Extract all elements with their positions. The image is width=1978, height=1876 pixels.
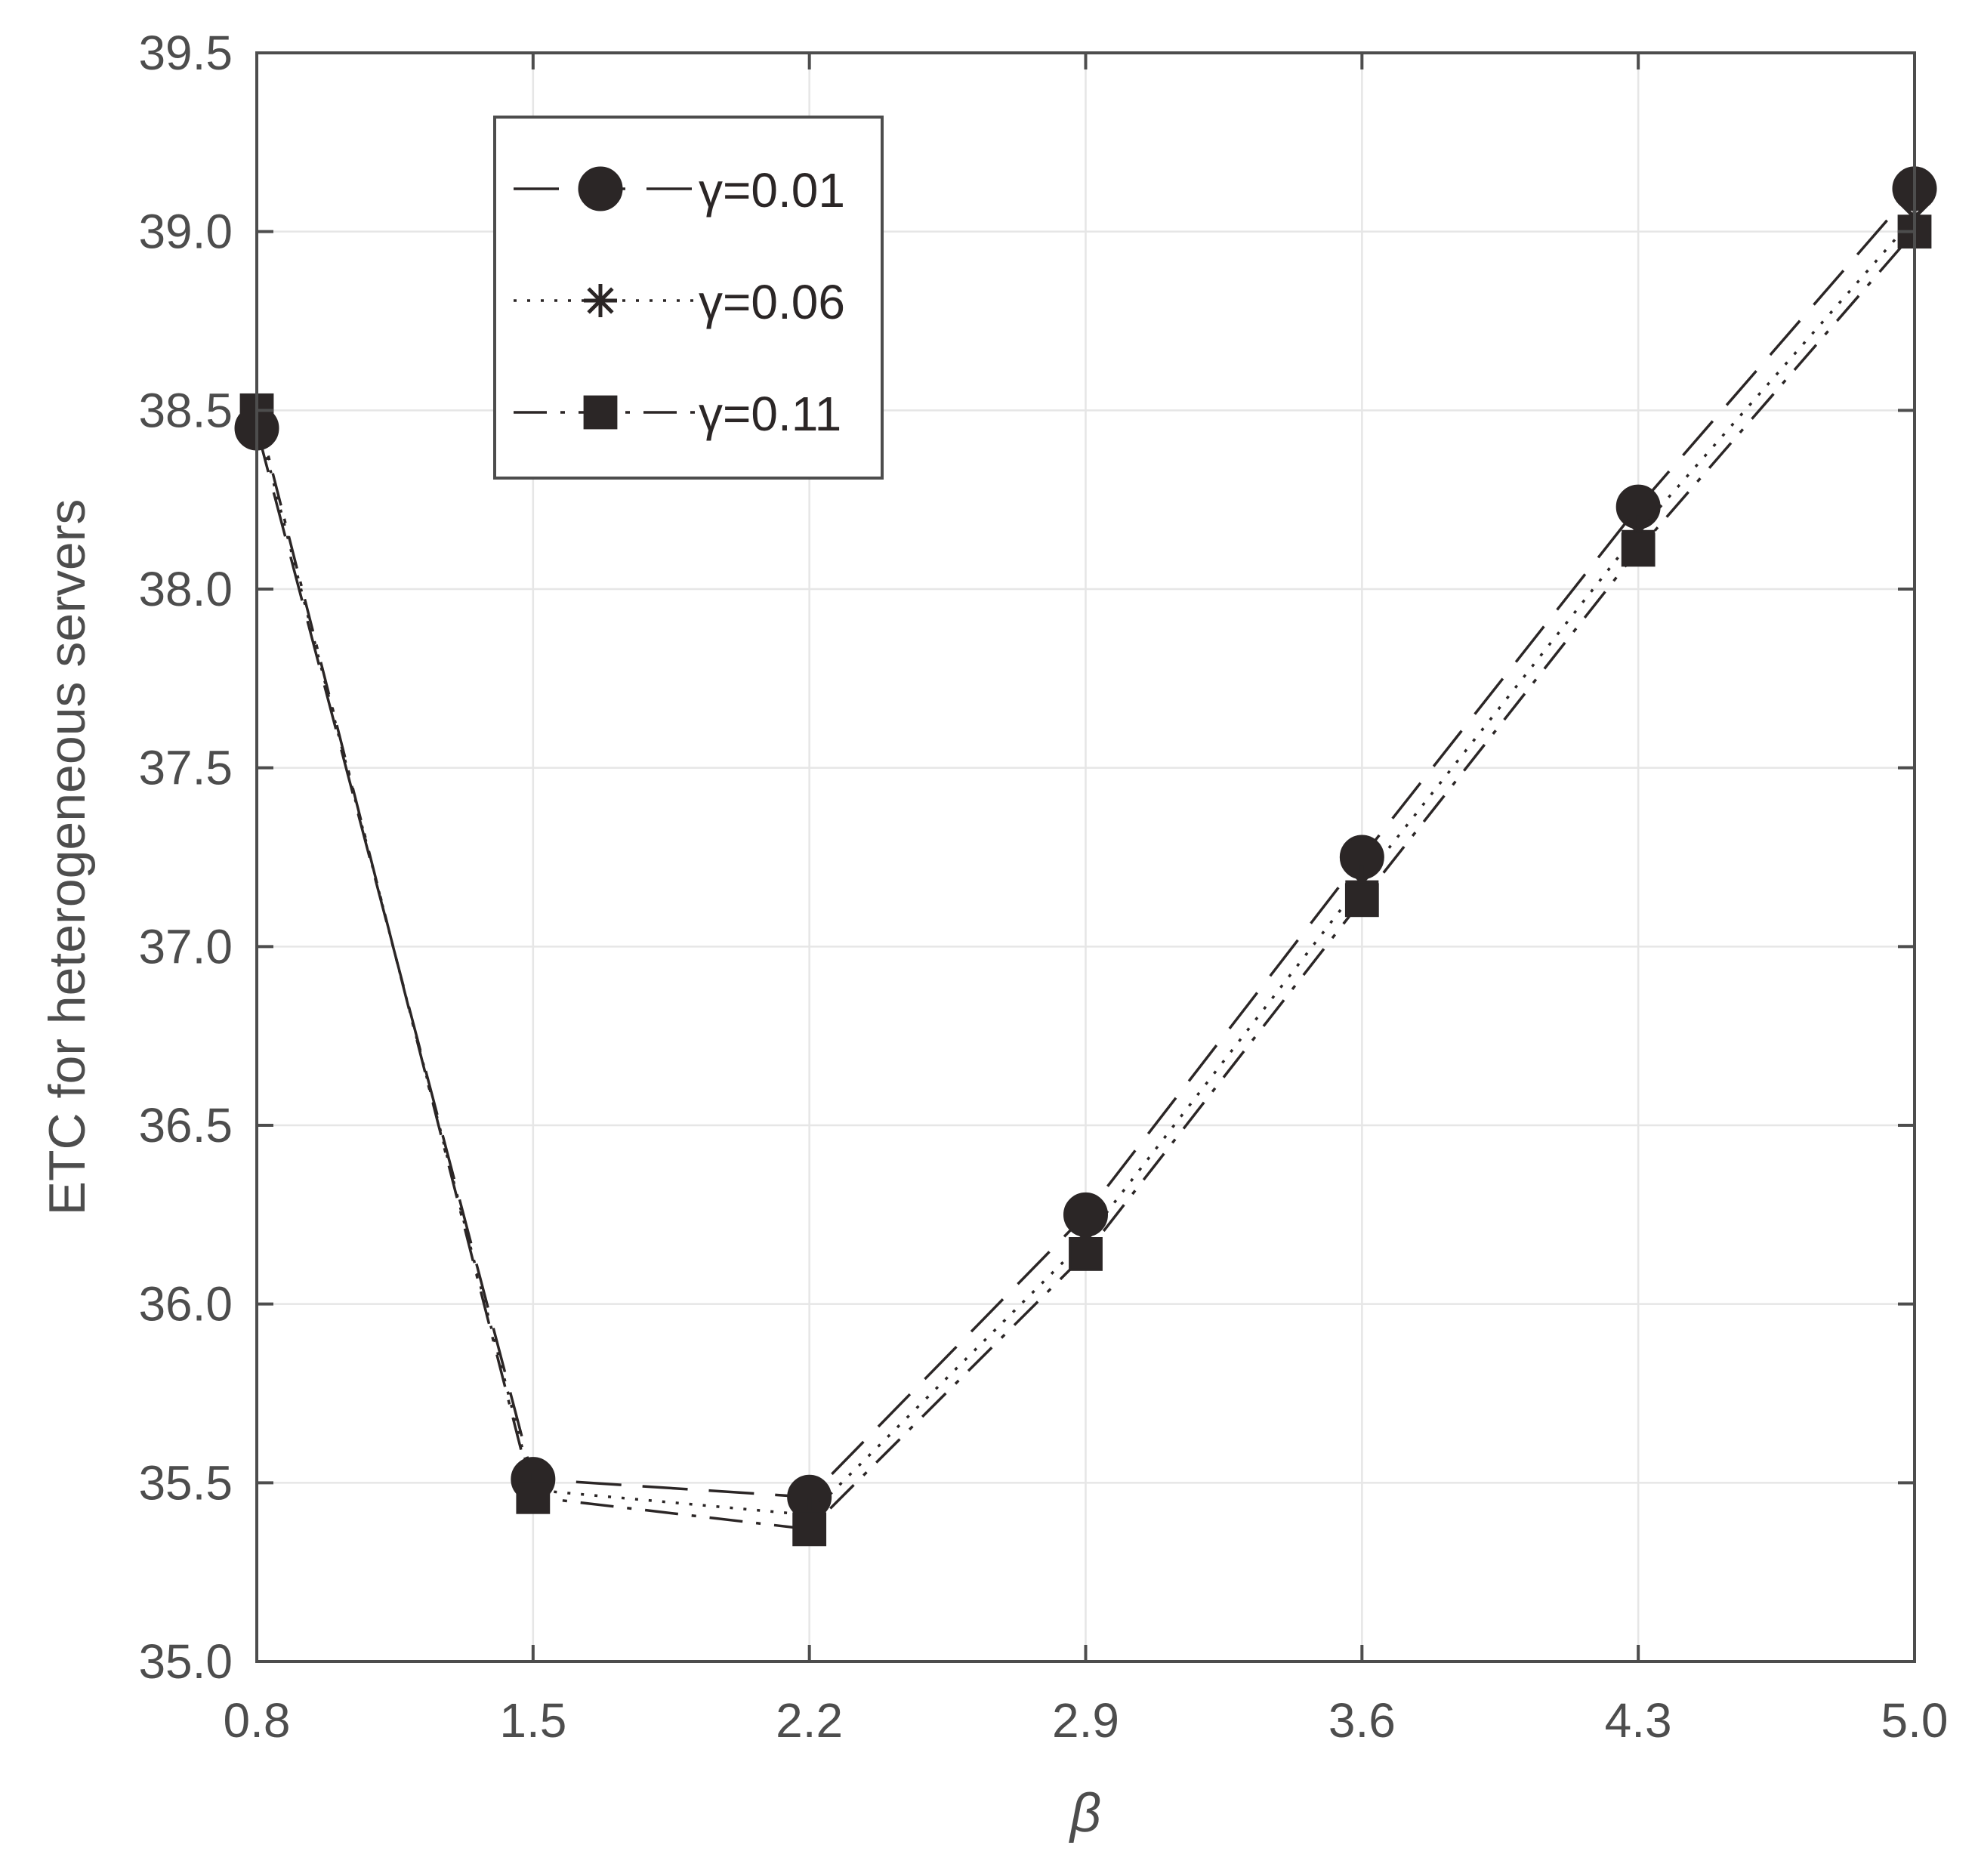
y-tick-label: 35.0 (138, 1634, 233, 1689)
x-tick-label: 4.3 (1605, 1693, 1672, 1748)
legend: γ=0.01 γ=0.06 γ=0.11 (493, 116, 884, 480)
y-tick-label: 39.0 (138, 205, 233, 259)
y-tick-label: 39.5 (138, 26, 233, 80)
legend-marker-circle (578, 166, 623, 211)
series-point-square (516, 1480, 551, 1514)
y-tick-label: 36.5 (138, 1098, 233, 1152)
series-layer (234, 166, 1937, 1547)
y-tick-label: 37.5 (138, 741, 233, 795)
y-axis-label: ETC for heterogeneous servers (39, 499, 96, 1216)
legend-label: γ=0.06 (699, 275, 845, 329)
series-point-square (1621, 532, 1656, 567)
legend-box (493, 116, 884, 480)
x-axis-label: β (1069, 1783, 1101, 1844)
x-tick-label: 2.2 (776, 1693, 843, 1748)
x-tick-label: 0.8 (224, 1693, 291, 1748)
legend-label: γ=0.11 (699, 387, 841, 441)
x-tick-label: 2.9 (1052, 1693, 1119, 1748)
tick-layer: 0.8 1.5 2.2 2.9 3.6 4.3 5.0 35.0 35.5 36.0 36.5 37.… (138, 26, 1948, 1748)
x-tick-label: 5.0 (1881, 1693, 1949, 1748)
series-point-square (1344, 883, 1379, 918)
legend-label: γ=0.01 (699, 163, 845, 218)
y-tick-label: 38.0 (138, 562, 233, 616)
y-tick-label: 35.5 (138, 1455, 233, 1510)
series-point-square (792, 1512, 827, 1547)
x-tick-label: 1.5 (499, 1693, 566, 1748)
y-tick-label: 36.0 (138, 1277, 233, 1331)
legend-marker-asterisk (584, 284, 617, 317)
legend-marker-square (583, 395, 618, 430)
y-tick-label: 37.0 (138, 919, 233, 973)
x-tick-label: 3.6 (1328, 1693, 1396, 1748)
y-tick-label: 38.5 (138, 383, 233, 437)
series-point-square (1069, 1237, 1103, 1271)
